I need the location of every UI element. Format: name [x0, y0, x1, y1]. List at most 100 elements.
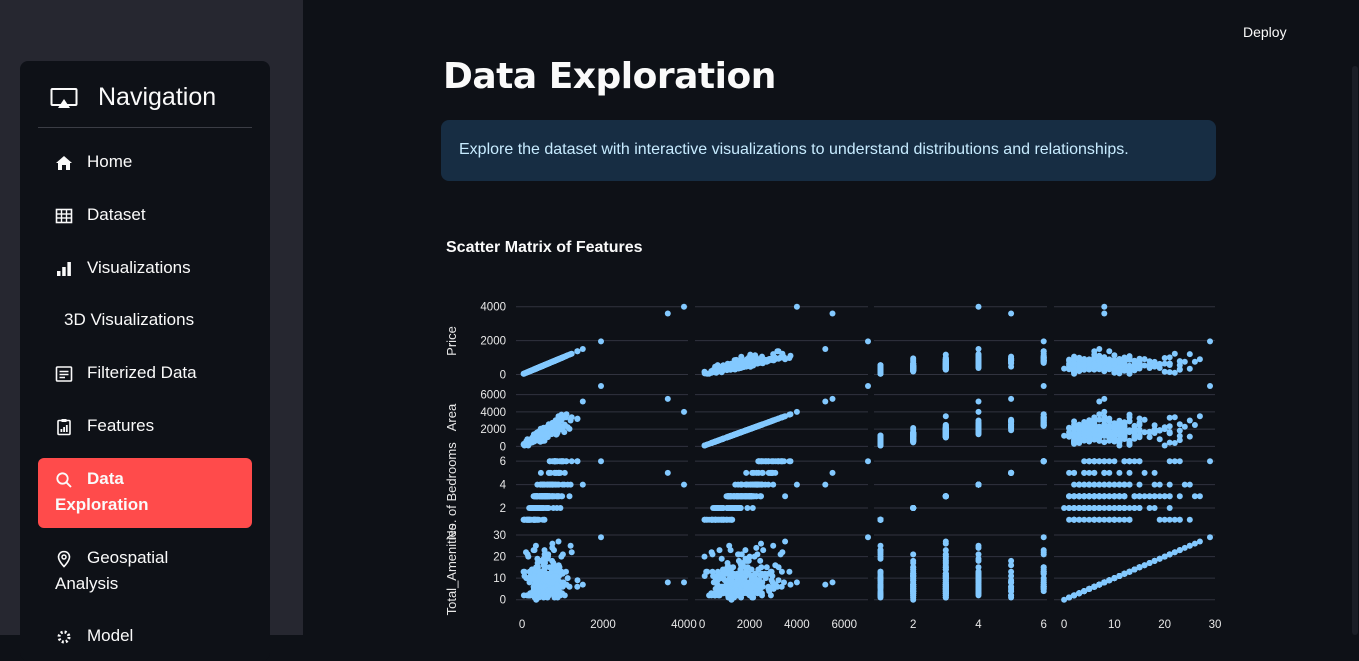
- scatter-point: [1176, 516, 1183, 523]
- sidebar-item-visualizations[interactable]: Visualizations: [38, 258, 252, 281]
- scatter-point: [1126, 439, 1133, 446]
- scatter-point: [1081, 505, 1088, 511]
- scatter-point: [942, 551, 949, 558]
- scatter-point: [1186, 433, 1193, 440]
- scatter-point: [739, 361, 746, 368]
- scatter-point: [1131, 493, 1138, 500]
- scatter-point: [664, 469, 671, 476]
- scatter-point: [681, 303, 687, 310]
- scatter-point: [1008, 579, 1015, 586]
- scatter-point: [1076, 440, 1083, 446]
- sidebar-item-label: Visualizations: [87, 258, 191, 277]
- scatter-point: [1101, 310, 1108, 317]
- scatter-point: [1111, 438, 1118, 445]
- scatter-point: [1106, 577, 1113, 584]
- scatter-point: [1096, 505, 1103, 511]
- scatter-point: [765, 585, 772, 592]
- scatter-point: [701, 553, 708, 560]
- scatter-point: [1171, 458, 1178, 465]
- scatter-point: [534, 555, 541, 562]
- scatter-point: [523, 440, 529, 446]
- scatter-point: [531, 516, 538, 523]
- scatter-point: [1126, 458, 1133, 465]
- scatter-point: [1076, 435, 1083, 442]
- scatter-point: [1151, 363, 1158, 370]
- page-scrollbar[interactable]: [1352, 66, 1358, 635]
- scatter-point: [942, 566, 949, 573]
- scatter-point: [530, 493, 537, 500]
- scatter-point: [1141, 469, 1148, 476]
- scatter-point: [1071, 481, 1078, 488]
- scatter-point: [546, 469, 553, 476]
- scatter-point: [1096, 361, 1103, 368]
- scatter-point: [530, 505, 537, 511]
- scatter-point: [910, 362, 917, 369]
- scatter-point: [1086, 493, 1093, 500]
- scatter-point: [1081, 423, 1088, 430]
- scatter-point: [865, 338, 871, 345]
- scatter-point: [731, 357, 738, 364]
- scatter-point: [747, 351, 754, 358]
- scatter-point: [539, 588, 546, 595]
- sidebar-item-label: Home: [87, 152, 133, 171]
- scatter-point: [1076, 505, 1083, 511]
- scatter-point: [1141, 362, 1148, 369]
- scatter-point: [770, 481, 777, 488]
- scatter-point: [536, 493, 543, 500]
- scatter-point: [1040, 547, 1047, 554]
- scatter-point: [1116, 493, 1123, 500]
- sidebar-item-data-exploration[interactable]: Data Exploration: [38, 458, 252, 528]
- scatter-point: [1071, 434, 1078, 440]
- scatter-point: [530, 547, 537, 554]
- sidebar-item-3d-visualizations[interactable]: 3D Visualizations: [38, 310, 252, 333]
- scatter-point: [1126, 568, 1133, 575]
- scatter-point: [598, 338, 604, 345]
- scatter-point: [877, 583, 884, 590]
- scatter-point: [1126, 411, 1133, 418]
- scatter-point: [793, 481, 800, 488]
- scatter-point: [534, 564, 541, 571]
- scatter-point: [714, 505, 721, 511]
- scatter-point: [1106, 429, 1113, 436]
- y-tick-label: 4000: [480, 407, 506, 419]
- deploy-button[interactable]: Deploy: [1243, 24, 1287, 40]
- scatter-point: [1141, 562, 1148, 569]
- scatter-point: [975, 542, 982, 549]
- scatter-point: [1131, 566, 1138, 573]
- scatter-point: [739, 493, 746, 500]
- sidebar-item-features[interactable]: Features: [38, 416, 252, 439]
- scatter-point: [1101, 368, 1108, 375]
- scatter-point: [758, 590, 765, 597]
- scatter-point: [942, 547, 949, 554]
- scatter-point: [1121, 423, 1128, 430]
- scatter-point: [708, 369, 715, 376]
- sidebar-item-geospatial-analysis[interactable]: Geospatial Analysis: [38, 548, 252, 597]
- scatter-point: [1086, 585, 1093, 592]
- scatter-point: [1121, 505, 1128, 511]
- scatter-point: [579, 581, 586, 588]
- sidebar-item-dataset[interactable]: Dataset: [38, 205, 252, 228]
- sidebar-item-home[interactable]: Home: [38, 152, 252, 175]
- scatter-point: [777, 354, 784, 361]
- scatter-point: [1076, 366, 1083, 373]
- scatter-point: [1101, 505, 1108, 511]
- navigation-title: Navigation: [98, 83, 217, 111]
- scatter-point: [1207, 338, 1213, 345]
- sidebar-item-label: Geospatial Analysis: [55, 548, 169, 593]
- scatter-point: [1161, 442, 1168, 449]
- scatter-point: [1151, 557, 1158, 564]
- scatter-point: [743, 356, 750, 363]
- scatter-point: [1076, 590, 1083, 597]
- sidebar-item-filterized-data[interactable]: Filterized Data: [38, 363, 252, 386]
- x-tick-label: 0: [699, 619, 705, 631]
- scatter-point: [567, 542, 574, 549]
- scatter-point: [555, 413, 562, 420]
- scatter-point: [1091, 427, 1098, 434]
- scatter-point: [762, 573, 769, 579]
- scatter-point: [1081, 469, 1088, 476]
- scatter-point: [822, 581, 829, 588]
- scatter-point: [1196, 413, 1203, 420]
- scatter-point: [778, 568, 785, 575]
- scatter-point: [744, 505, 751, 511]
